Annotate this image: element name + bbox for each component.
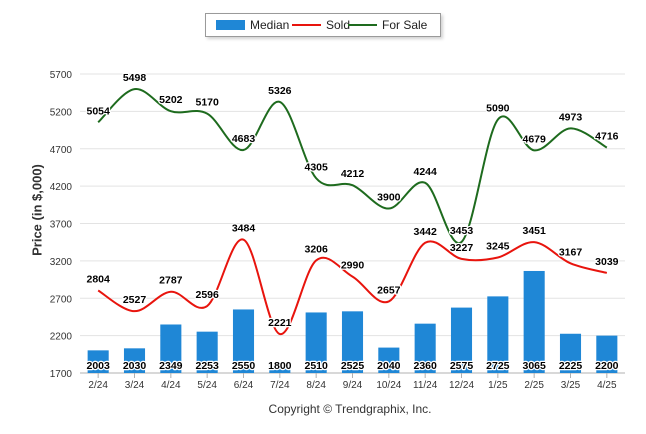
data-label-sold: 3039 (595, 256, 619, 268)
data-label-for-sale: 4716 (595, 131, 619, 143)
legend-item-median: Median (216, 14, 289, 36)
y-tick-label: 1700 (50, 369, 73, 380)
bar-median (232, 309, 255, 373)
legend-swatch-median (216, 20, 245, 30)
y-tick-label: 2700 (50, 294, 73, 305)
bar-median (123, 348, 146, 373)
line-sold (97, 238, 608, 336)
chart-legend: Median Sold For Sale (205, 13, 441, 37)
line-for-sale (97, 88, 608, 245)
data-label-median: 1800 (268, 360, 292, 372)
data-label-sold: 2990 (341, 260, 365, 272)
data-label-sold: 3167 (559, 246, 583, 258)
data-label-sold: 2596 (195, 289, 219, 301)
legend-item-sold: Sold (292, 14, 350, 36)
data-label-median: 2550 (232, 360, 256, 372)
y-tick-label: 2200 (50, 332, 73, 343)
bar-median (450, 307, 473, 373)
x-tick-label: 2/25 (524, 380, 544, 391)
x-tick-label: 6/24 (234, 380, 254, 391)
data-label-for-sale: 4305 (304, 161, 328, 173)
legend-swatch-sold (292, 24, 321, 26)
data-label-for-sale: 5498 (123, 72, 147, 84)
data-label-sold: 2804 (86, 273, 110, 285)
data-label-for-sale: 5090 (486, 103, 510, 115)
data-label-for-sale: 5170 (195, 97, 219, 109)
bar-median (341, 311, 364, 373)
data-label-sold: 3442 (413, 226, 437, 238)
bar-median (596, 335, 618, 373)
data-label-median: 2725 (486, 360, 510, 372)
data-label-for-sale: 5202 (159, 94, 183, 106)
x-tick-label: 2/24 (88, 380, 108, 391)
data-label-sold: 2221 (268, 317, 292, 329)
data-label-sold: 2657 (377, 284, 401, 296)
bar-median (196, 331, 218, 373)
data-label-median: 2360 (413, 360, 437, 372)
bar-median (269, 365, 291, 373)
y-axis-title: Price (in $,000) (29, 164, 45, 256)
data-label-for-sale: 5054 (86, 105, 110, 117)
data-label-for-sale: 3900 (377, 192, 401, 204)
x-tick-label: 5/24 (197, 380, 217, 391)
x-tick-label: 3/24 (125, 380, 145, 391)
x-tick-label: 1/25 (488, 380, 508, 391)
x-tick-label: 10/24 (376, 380, 401, 391)
data-label-for-sale: 4679 (522, 133, 546, 145)
data-label-median: 2225 (559, 360, 583, 372)
data-label-median: 2030 (123, 360, 147, 372)
copyright-footer: Copyright © Trendgraphix, Inc. (268, 402, 432, 416)
y-tick-label: 3200 (50, 257, 73, 268)
x-tick-label: 11/24 (413, 380, 438, 391)
data-label-sold: 3206 (304, 243, 328, 255)
y-tick-label: 5200 (50, 107, 73, 118)
data-label-sold: 3451 (522, 225, 546, 237)
data-label-median: 2525 (341, 360, 365, 372)
data-label-median: 3065 (522, 360, 546, 372)
x-tick-label: 4/25 (597, 380, 617, 391)
bar-median (559, 333, 582, 373)
data-label-median: 2575 (450, 360, 474, 372)
x-tick-label: 7/24 (270, 380, 290, 391)
bar-median (305, 312, 327, 373)
data-label-sold: 2787 (159, 275, 183, 287)
data-label-sold: 3484 (232, 223, 256, 235)
data-label-sold: 2527 (123, 294, 147, 306)
data-label-median: 2253 (195, 360, 219, 372)
data-label-for-sale: 5326 (268, 85, 292, 97)
data-label-sold: 3227 (450, 242, 474, 254)
y-tick-label: 5700 (50, 70, 73, 81)
data-label-median: 2040 (377, 360, 401, 372)
x-tick-label: 9/24 (343, 380, 363, 391)
data-label-median: 2349 (159, 360, 183, 372)
data-label-median: 2510 (304, 360, 328, 372)
data-label-for-sale: 4973 (559, 111, 583, 123)
legend-swatch-for-sale (348, 24, 377, 26)
data-label-for-sale: 4212 (341, 168, 365, 180)
bar-median (160, 324, 182, 373)
legend-item-for-sale: For Sale (348, 14, 427, 36)
data-label-for-sale: 4244 (413, 166, 437, 178)
bar-median (523, 270, 545, 373)
y-tick-label: 4200 (50, 182, 73, 193)
bar-median (487, 296, 509, 373)
data-label-median: 2003 (86, 360, 110, 372)
x-tick-label: 8/24 (306, 380, 326, 391)
x-tick-label: 3/25 (561, 380, 581, 391)
bar-median (87, 350, 109, 373)
data-label-median: 2200 (595, 360, 619, 372)
bar-median (378, 347, 400, 373)
bar-median (414, 323, 436, 373)
data-label-sold: 3245 (486, 241, 510, 253)
legend-label-sold: Sold (326, 18, 351, 32)
legend-label-for-sale: For Sale (382, 18, 428, 32)
data-label-for-sale: 4683 (232, 133, 256, 145)
y-tick-label: 3700 (50, 220, 73, 231)
y-tick-label: 4700 (50, 145, 73, 156)
x-tick-label: 12/24 (449, 380, 474, 391)
data-label-for-sale: 3453 (450, 225, 474, 237)
x-tick-label: 4/24 (161, 380, 181, 391)
legend-label-median: Median (250, 18, 290, 32)
